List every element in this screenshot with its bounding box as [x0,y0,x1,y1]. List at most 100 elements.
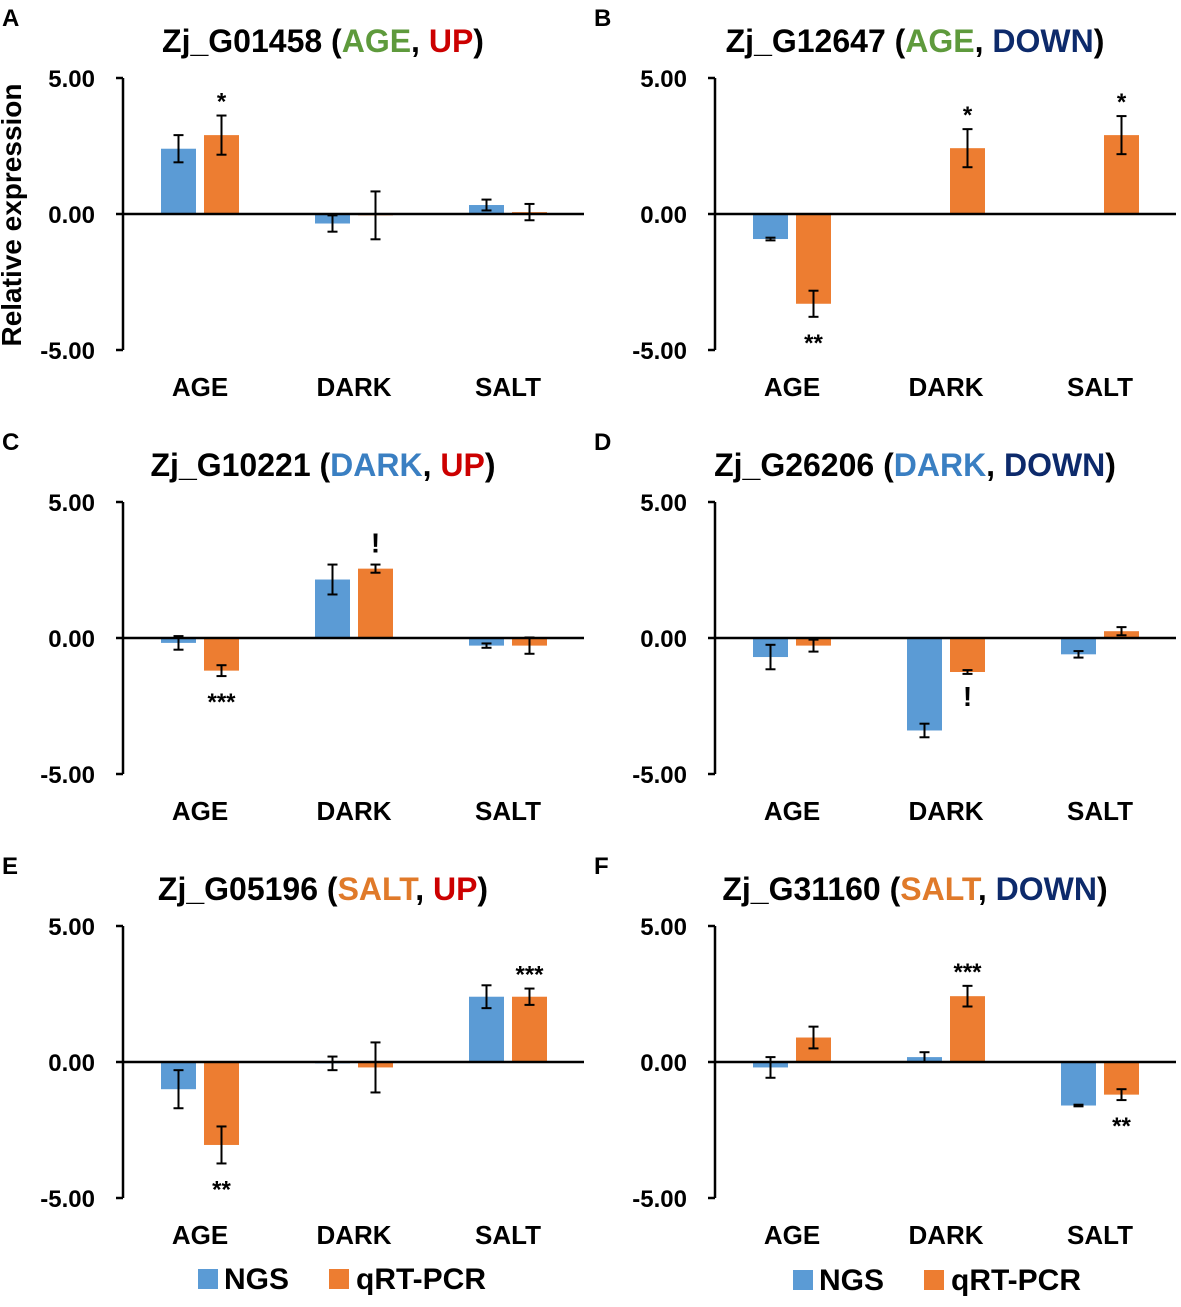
legend-label-ngs: NGS [224,1263,289,1296]
error-bar [173,134,184,164]
y-tick-label: 5.00 [640,490,687,517]
significance-mark: ** [804,330,823,357]
panel-B: BZj_G12647 (AGE, DOWN)5.000.00-5.00 **AGE… [594,5,1176,402]
category-label-dark: DARK [908,796,983,826]
error-bar [327,563,338,596]
title-open-paren: ( [311,447,331,483]
ngs-bar-salt [1061,638,1096,655]
qrt-pcr-bar-salt [512,996,547,1062]
chart-title: Zj_G01458 (AGE, UP) [162,23,484,59]
error-bar [765,236,776,242]
category-label-salt: SALT [1067,372,1133,402]
y-tick-label: 5.00 [48,490,95,517]
panel-D: DZj_G26206 (DARK, DOWN)5.000.00-5.00AGE!… [594,429,1176,826]
y-tick-label: -5.00 [40,1186,95,1213]
title-direction: UP [440,447,484,483]
error-bar [1073,650,1084,659]
error-bar [1116,626,1127,637]
error-bar [765,1056,776,1079]
title-gene: Zj_G10221 [151,447,311,483]
y-tick-label: 0.00 [640,202,687,229]
chart-title: Zj_G10221 (DARK, UP) [151,447,496,483]
chart-title: Zj_G31160 (SALT, DOWN) [722,871,1107,907]
significance-mark: *** [953,959,982,986]
title-comma: , [978,871,996,907]
title-gene: Zj_G31160 [722,871,880,907]
title-open-paren: ( [318,871,338,907]
significance-mark: *** [207,689,236,716]
category-label-age: AGE [172,372,228,402]
error-bar [216,664,227,678]
panel-letter: C [2,429,19,456]
category-label-dark: DARK [908,1220,983,1250]
y-tick-label: -5.00 [632,338,687,365]
legend-swatch-qrt-pcr [329,1269,349,1289]
y-axis-label: Relative expression [0,83,27,346]
y-tick-label: -5.00 [632,762,687,789]
error-bar [919,722,930,739]
title-comma: , [986,447,1004,483]
category-label-dark: DARK [908,372,983,402]
significance-mark: * [1117,89,1127,116]
category-label-age: AGE [764,796,820,826]
category-label-age: AGE [172,1220,228,1250]
title-close-paren: ) [477,871,488,907]
category-label-dark: DARK [316,796,391,826]
error-bar [173,1069,184,1110]
error-bar [808,638,819,653]
chart-title: Zj_G05196 (SALT, UP) [158,871,488,907]
error-bar [1116,1088,1127,1102]
title-open-paren: ( [322,23,342,59]
error-bar [327,1055,338,1072]
error-bar [1116,115,1127,156]
error-bar [370,1041,381,1094]
title-open-paren: ( [874,447,894,483]
title-open-paren: ( [886,23,906,59]
error-bar [370,563,381,574]
category-label-salt: SALT [1067,796,1133,826]
y-tick-label: 5.00 [48,914,95,941]
title-close-paren: ) [1105,447,1116,483]
category-label-dark: DARK [316,372,391,402]
title-close-paren: ) [485,447,496,483]
error-bar [524,202,535,222]
significance-mark: * [963,102,973,129]
ngs-bar-dark [907,638,942,731]
error-bar [1073,1103,1084,1108]
qrt-pcr-bar-dark [950,638,985,672]
panel-letter: B [594,5,611,32]
title-condition: AGE [342,23,411,59]
title-close-paren: ) [1097,871,1108,907]
title-gene: Zj_G26206 [714,447,874,483]
ngs-bar-age [753,214,788,240]
title-comma: , [411,23,429,59]
error-bar [524,987,535,1006]
significance-mark: ! [371,528,380,559]
panel-letter: E [2,853,18,880]
significance-mark: * [217,89,227,116]
panel-letter: F [594,853,609,880]
category-label-salt: SALT [475,372,541,402]
error-bar [808,289,819,318]
panel-E: EZj_G05196 (SALT, UP)5.000.00-5.00 **AGE D… [2,853,584,1250]
y-tick-label: 5.00 [48,66,95,93]
y-tick-label: 0.00 [48,1050,95,1077]
title-gene: Zj_G12647 [726,23,886,59]
y-tick-label: 0.00 [640,1050,687,1077]
error-bar [481,198,492,212]
y-tick-label: 5.00 [640,914,687,941]
legend-swatch-ngs [793,1270,813,1290]
panel-letter: A [2,5,19,32]
significance-mark: ** [1112,1113,1131,1140]
category-label-salt: SALT [475,796,541,826]
error-bar [216,1125,227,1165]
ngs-bar-salt [469,638,504,646]
error-bar [808,1025,819,1050]
category-label-salt: SALT [475,1220,541,1250]
title-direction: DOWN [996,871,1097,907]
y-tick-label: 5.00 [640,66,687,93]
significance-mark: ! [963,681,972,712]
error-bar [962,128,973,169]
error-bar [327,214,338,233]
